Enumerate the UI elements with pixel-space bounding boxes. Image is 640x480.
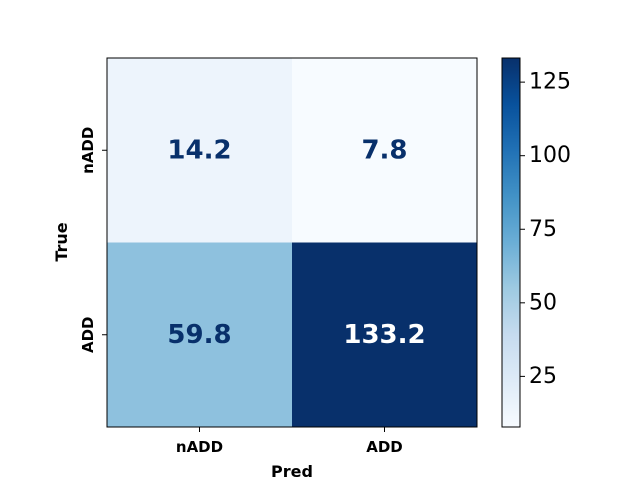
x-axis-ticks: nADD ADD <box>176 427 403 456</box>
colorbar-tick-label: 100 <box>529 143 571 168</box>
heatmap-cells <box>107 58 477 427</box>
colorbar-tick-label: 25 <box>529 364 557 389</box>
heatmap-cell <box>292 58 477 243</box>
cell-value-label: 7.8 <box>361 135 407 165</box>
y-tick-label: ADD <box>79 316 97 353</box>
colorbar-tick-label: 75 <box>529 217 557 242</box>
colorbar-ticks: 25 50 75 100 125 <box>520 70 571 389</box>
x-tick-label: ADD <box>366 438 403 456</box>
heatmap-cell <box>107 58 292 243</box>
colorbar-tick-label: 125 <box>529 70 571 95</box>
x-tick-label: nADD <box>176 438 223 456</box>
x-axis-label: Pred <box>271 462 313 480</box>
heatmap-cell <box>292 242 477 427</box>
plot-frame <box>106 57 478 428</box>
y-axis-label: True <box>52 222 71 261</box>
heatmap-cell-labels: 14.2 7.8 59.8 133.2 <box>167 135 425 350</box>
cell-value-label: 59.8 <box>167 320 231 350</box>
y-tick-label: nADD <box>79 127 97 174</box>
colorbar <box>501 57 521 428</box>
y-axis-ticks: nADD ADD <box>79 127 107 353</box>
heatmap-cell <box>107 242 292 427</box>
colorbar-tick-label: 50 <box>529 290 557 315</box>
cell-value-label: 133.2 <box>343 320 425 350</box>
cell-value-label: 14.2 <box>167 135 231 165</box>
